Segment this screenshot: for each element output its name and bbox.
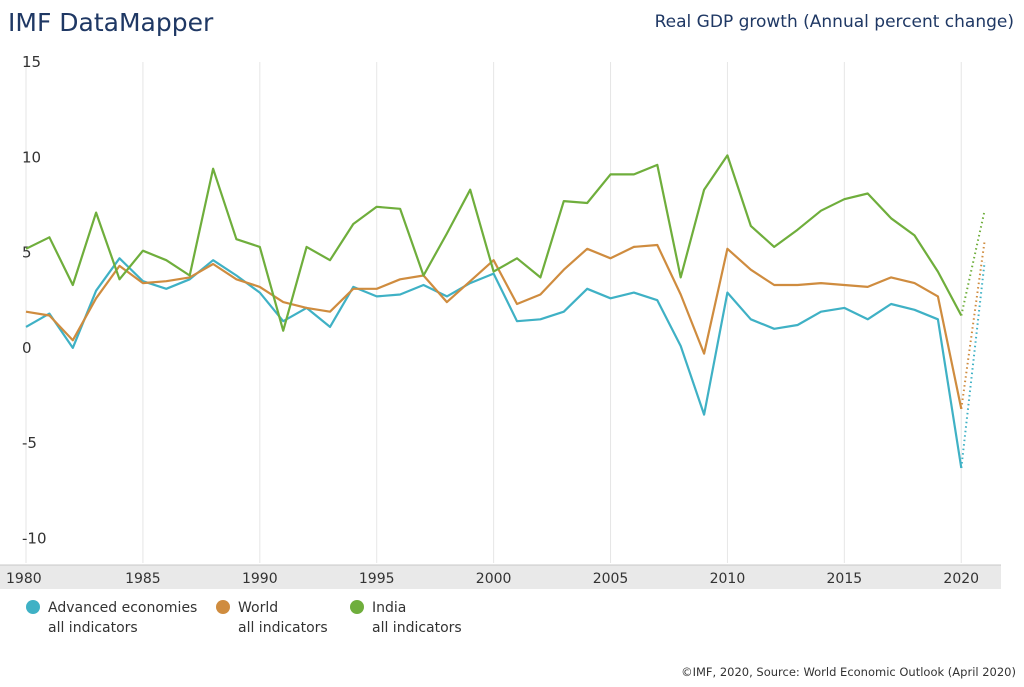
series-line-world [25,243,963,410]
brand-title: IMF DataMapper [8,8,214,37]
x-tick-label: 1990 [242,571,278,587]
x-tick-label: 2020 [943,571,979,587]
series-lines [25,154,986,469]
legend: Advanced economies all indicators World … [26,598,490,638]
x-tick-labels: 1980 1985 1990 1995 2000 2005 2010 2015 2020 [6,571,979,587]
x-tick-label: 2010 [710,571,746,587]
projection-line-world [960,241,986,410]
projection-line-india [960,210,986,316]
legend-sublabel: all indicators [48,620,138,636]
y-tick-label: 5 [22,244,32,262]
projection-line-advanced-economies [960,261,986,469]
legend-dot-icon [26,600,40,614]
chart-title: Real GDP growth (Annual percent change) [654,12,1014,32]
x-tick-label: 2005 [593,571,629,587]
legend-item-world[interactable]: World all indicators [216,598,350,638]
legend-dot-icon [350,600,364,614]
x-tick-label: 2015 [827,571,863,587]
legend-sublabel: all indicators [372,620,462,636]
y-tick-label: -10 [22,529,47,547]
legend-dot-icon [216,600,230,614]
x-tick-label: 2000 [476,571,512,587]
legend-item-advanced-economies[interactable]: Advanced economies all indicators [26,598,216,638]
legend-label: India [372,600,407,616]
x-tick-label: 1995 [359,571,395,587]
x-axis-band [0,564,1001,589]
legend-label: World [238,600,279,616]
series-line-india [25,154,963,332]
x-tick-label: 1980 [6,571,42,587]
x-axis-band-rect [0,565,1001,589]
legend-sublabel: all indicators [238,620,328,636]
series-line-advanced-economies [25,257,963,469]
x-tick-label: 1985 [125,571,161,587]
y-tick-label: -5 [22,434,37,452]
y-tick-label: 0 [22,339,32,357]
y-tick-labels: 15 10 5 0 -5 -10 [22,53,47,547]
source-note: ©IMF, 2020, Source: World Economic Outlo… [681,665,1016,679]
y-tick-label: 10 [22,148,41,166]
legend-item-india[interactable]: India all indicators [350,598,490,638]
legend-label: Advanced economies [48,600,198,616]
y-tick-label: 15 [22,53,41,71]
